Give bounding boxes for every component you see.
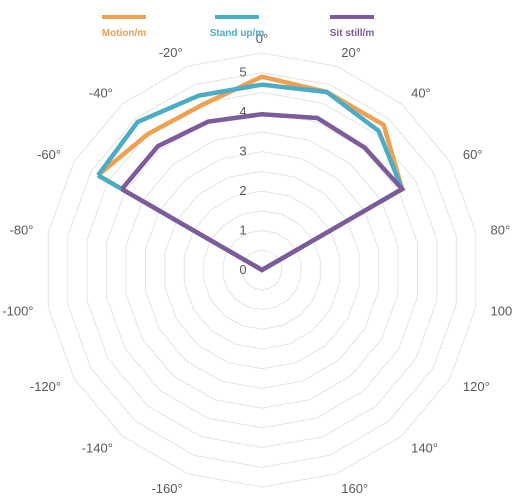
series-line-1	[96, 82, 405, 273]
angle-tick-label: -60°	[37, 147, 61, 162]
angle-tick-label: 40°	[411, 85, 431, 100]
grid-ring	[67, 72, 457, 468]
angle-tick-label: -80°	[10, 223, 34, 238]
angle-tick-label: 180°	[249, 495, 276, 497]
radial-tick-label: 4	[239, 104, 246, 119]
radial-tick-labels: 0 1 2 3 4 5	[239, 65, 246, 277]
angle-tick-label: -160°	[151, 481, 182, 496]
angle-tick-label: -40°	[89, 85, 113, 100]
angle-tick-label: -100°	[2, 303, 33, 318]
legend-label-0: Motion/m	[102, 28, 147, 39]
angle-tick-label: 120°	[463, 379, 490, 394]
angle-tick-label: 60°	[463, 147, 483, 162]
angle-tick-label: 140°	[411, 441, 438, 456]
legend-label-2: Sit still/m	[330, 28, 375, 39]
series-layer	[96, 74, 406, 273]
chart-legend: Motion/m Stand up/m Sit still/m	[102, 15, 375, 39]
angle-tick-label: 80°	[491, 223, 511, 238]
angle-tick-label: 160°	[341, 481, 368, 496]
angle-tick-label: -140°	[82, 441, 113, 456]
radial-tick-label: 2	[239, 183, 246, 198]
angle-tick-label: 100°	[491, 303, 512, 318]
series-line-2	[120, 111, 406, 273]
angle-tick-label: 0°	[256, 31, 268, 46]
angle-tick-label: -120°	[30, 379, 61, 394]
grid-ring	[47, 52, 477, 488]
radial-tick-label: 0	[239, 262, 246, 277]
radial-tick-label: 5	[239, 65, 246, 80]
angle-tick-label: -20°	[159, 45, 183, 60]
radial-tick-label: 1	[239, 223, 246, 238]
angle-tick-labels: 0° 20° 40° 60° 80° 100° 120° 140° 160° 180° -160° -…	[2, 31, 512, 497]
angle-tick-label: 20°	[341, 45, 361, 60]
legend-label-1: Stand up/m	[210, 28, 265, 39]
radial-tick-label: 3	[239, 144, 246, 159]
